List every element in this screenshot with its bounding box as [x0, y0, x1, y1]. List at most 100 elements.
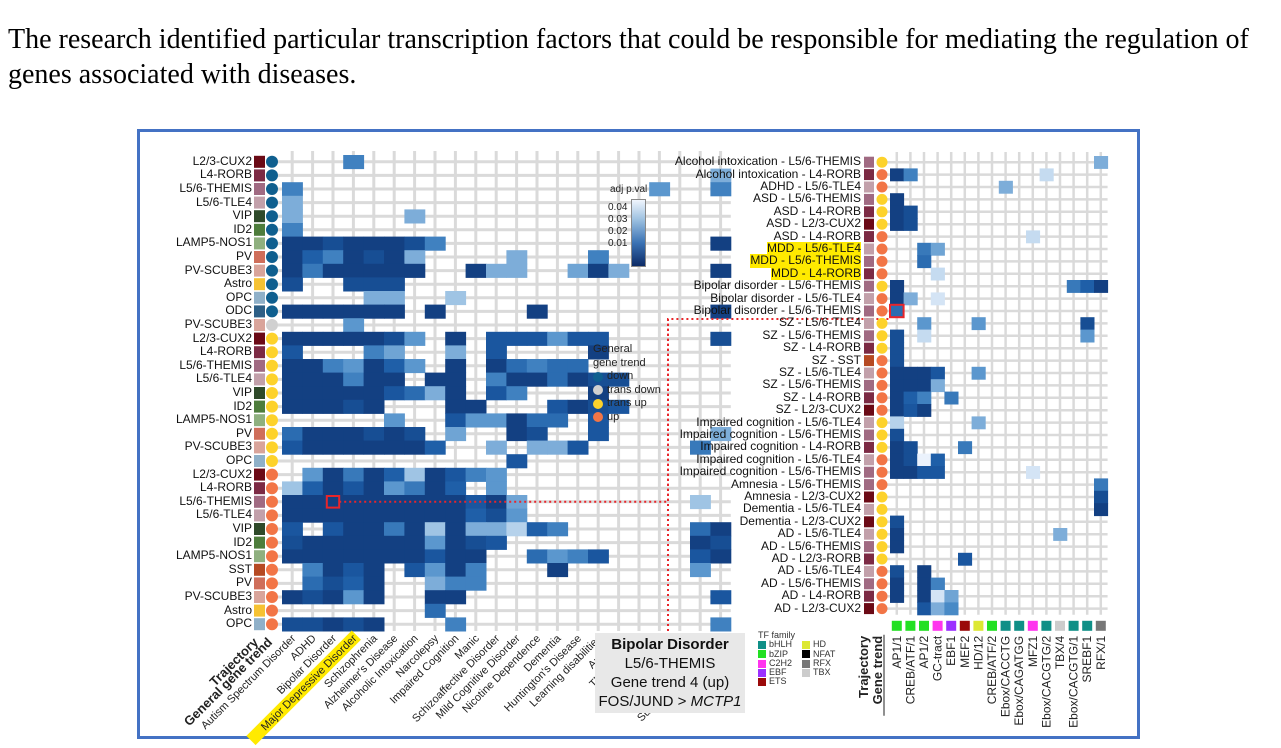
trajectory-swatch	[254, 509, 265, 522]
trend-trans-down-dot	[593, 385, 603, 396]
gene-trend-dot	[876, 305, 888, 317]
heatmap-cell	[282, 427, 303, 442]
row-label: L4-RORB	[199, 167, 252, 182]
pval-tick: 0.02	[608, 226, 628, 237]
gene-trend-dot	[266, 210, 278, 223]
gene-trend-dot	[266, 387, 278, 399]
heatmap-cell	[588, 250, 609, 265]
gene-trend-dot	[266, 441, 278, 454]
heatmap-cell	[486, 331, 507, 346]
heatmap-cell	[404, 535, 426, 550]
heatmap-cell	[917, 366, 932, 380]
heatmap-cell	[710, 168, 732, 183]
heatmap-cell	[690, 549, 711, 564]
heatmap-cell	[363, 345, 385, 360]
gene-trend-dot	[266, 373, 278, 386]
heatmap-cell	[363, 263, 385, 278]
heatmap-cell	[404, 386, 426, 401]
row-label: SZ - L4-RORB	[782, 389, 861, 404]
heatmap-cell	[917, 391, 932, 405]
heatmap-cell	[384, 549, 405, 564]
heatmap-cell	[302, 535, 324, 550]
heatmap-cell	[343, 535, 365, 550]
gene-trend-dot	[876, 255, 888, 267]
heatmap-cell	[322, 263, 344, 278]
heatmap-cell	[890, 540, 905, 554]
trajectory-swatch	[864, 578, 874, 590]
heatmap-cell	[282, 386, 303, 401]
tf-family-swatch	[1041, 620, 1052, 631]
heatmap-cell	[486, 440, 507, 455]
tf-legend-item: NFAT	[802, 649, 835, 659]
heatmap-cell	[384, 263, 405, 278]
row-label: SST	[228, 561, 252, 576]
heatmap-cell	[486, 508, 507, 523]
heatmap-cell	[903, 404, 918, 417]
heatmap-cell	[282, 495, 303, 510]
heatmap-cell	[890, 391, 905, 405]
gene-trend-dot	[266, 550, 278, 563]
trajectory-swatch	[864, 156, 874, 168]
heatmap-cell	[547, 413, 569, 428]
heatmap-cell	[282, 250, 303, 265]
heatmap-cell	[302, 427, 324, 442]
heatmap-cell	[890, 577, 905, 591]
callout-trajectory: L5/6-THEMIS	[624, 655, 716, 672]
heatmap-cell	[302, 359, 324, 374]
tf-label: MFZ1	[1026, 635, 1040, 667]
heatmap-cell	[486, 372, 507, 387]
tf-legend-item: HD	[802, 639, 835, 649]
row-label: L4-RORB	[199, 344, 252, 359]
tf-family-swatch	[959, 620, 970, 631]
heatmap-cell	[343, 563, 365, 578]
gene-trend-dot	[876, 392, 888, 404]
heatmap-cell	[608, 263, 630, 278]
trajectory-swatch	[864, 441, 874, 453]
heatmap-cell	[404, 467, 426, 482]
row-label: Astro	[223, 602, 252, 617]
trajectory-swatch	[254, 332, 265, 345]
heatmap-cell	[567, 331, 589, 346]
row-label: Impaired cognition - L5/6-THEMIS	[679, 427, 861, 441]
callout-gene: MCTP1	[690, 693, 742, 710]
gene-trend-dot	[876, 417, 888, 429]
trajectory-swatch	[254, 169, 265, 182]
heatmap-cell	[890, 218, 905, 231]
heatmap-cell	[322, 576, 344, 591]
heatmap-cell	[526, 522, 548, 537]
trajectory-swatch	[254, 618, 265, 631]
column-header-gene-trend: Gene trend	[870, 636, 885, 705]
pval-tick: 0.04	[608, 202, 628, 213]
tf-label: Ebox/CACCTG	[999, 636, 1013, 717]
trajectory-swatch	[864, 280, 874, 292]
trajectory-swatch	[254, 563, 265, 576]
tf-family-legend: TF family bHLH bZIP C2H2 EBF ETS HD NFAT RFX TB…	[758, 630, 835, 687]
heatmap-cell	[588, 345, 609, 360]
row-label: ASD - L4-RORB	[773, 203, 861, 218]
row-label: Impaired cognition - L5/6-THEMIS	[679, 464, 861, 479]
trajectory-swatch	[254, 251, 265, 263]
heatmap-cell	[322, 563, 344, 578]
heatmap-cell	[690, 522, 711, 537]
row-label: PV	[235, 575, 252, 590]
heatmap-cell	[567, 399, 589, 414]
heatmap-cell	[343, 250, 365, 265]
trajectory-swatch	[864, 218, 874, 230]
heatmap-cell	[282, 304, 303, 319]
heatmap-cell	[506, 250, 528, 265]
heatmap-cell	[1080, 317, 1095, 331]
heatmap-cell	[890, 342, 905, 355]
heatmap-cell	[506, 413, 528, 428]
trajectory-swatch	[254, 264, 265, 277]
row-label: ASD - L5/6-THEMIS	[752, 191, 861, 206]
heatmap-cell	[890, 453, 905, 467]
heatmap-cell	[486, 386, 507, 401]
heatmap-cell	[710, 304, 732, 319]
heatmap-cell	[903, 391, 918, 405]
gene-trend-dot	[266, 346, 278, 359]
row-label: L5/6-TLE4	[195, 371, 252, 386]
heatmap-cell	[890, 416, 905, 430]
heatmap-cell	[445, 481, 467, 496]
heatmap-cell	[384, 236, 405, 251]
row-label: SZ - L2/3-CUX2	[775, 402, 861, 417]
